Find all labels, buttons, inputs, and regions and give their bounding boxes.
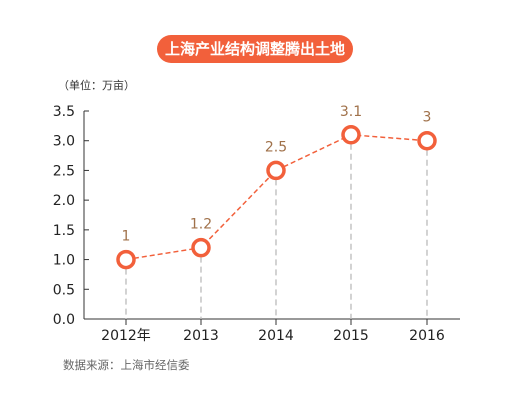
chart-title: 上海产业结构调整腾出土地 xyxy=(157,35,353,63)
source-note: 数据来源：上海市经信委 xyxy=(63,358,190,372)
data-point xyxy=(116,249,136,270)
y-tick-label: 3.5 xyxy=(53,104,75,120)
x-tick-label: 2014 xyxy=(258,328,294,344)
data-point xyxy=(266,160,286,181)
data-point xyxy=(191,237,211,258)
data-label: 1.2 xyxy=(190,217,212,233)
series-line xyxy=(125,134,428,261)
data-label: 3 xyxy=(423,110,432,126)
data-label: 2.5 xyxy=(265,139,287,155)
y-tick-label: 2.0 xyxy=(53,193,75,209)
y-tick-label: 0.0 xyxy=(53,312,75,328)
y-tick-label: 1.5 xyxy=(53,223,75,239)
x-tick-label: 2012年 xyxy=(101,328,151,344)
x-tick-label: 2015 xyxy=(333,328,369,344)
y-tick-label: 2.5 xyxy=(53,163,75,179)
x-tick-label: 2013 xyxy=(183,328,219,344)
x-tick-label: 2016 xyxy=(409,328,445,344)
y-tick-label: 0.5 xyxy=(53,282,75,298)
data-point xyxy=(417,130,437,151)
y-tick-label: 3.0 xyxy=(53,134,75,150)
data-point xyxy=(341,125,361,145)
unit-label: （单位：万亩） xyxy=(58,79,135,92)
y-tick-label: 1.0 xyxy=(53,253,75,269)
data-label: 3.1 xyxy=(340,104,362,120)
data-label: 1 xyxy=(122,229,131,245)
